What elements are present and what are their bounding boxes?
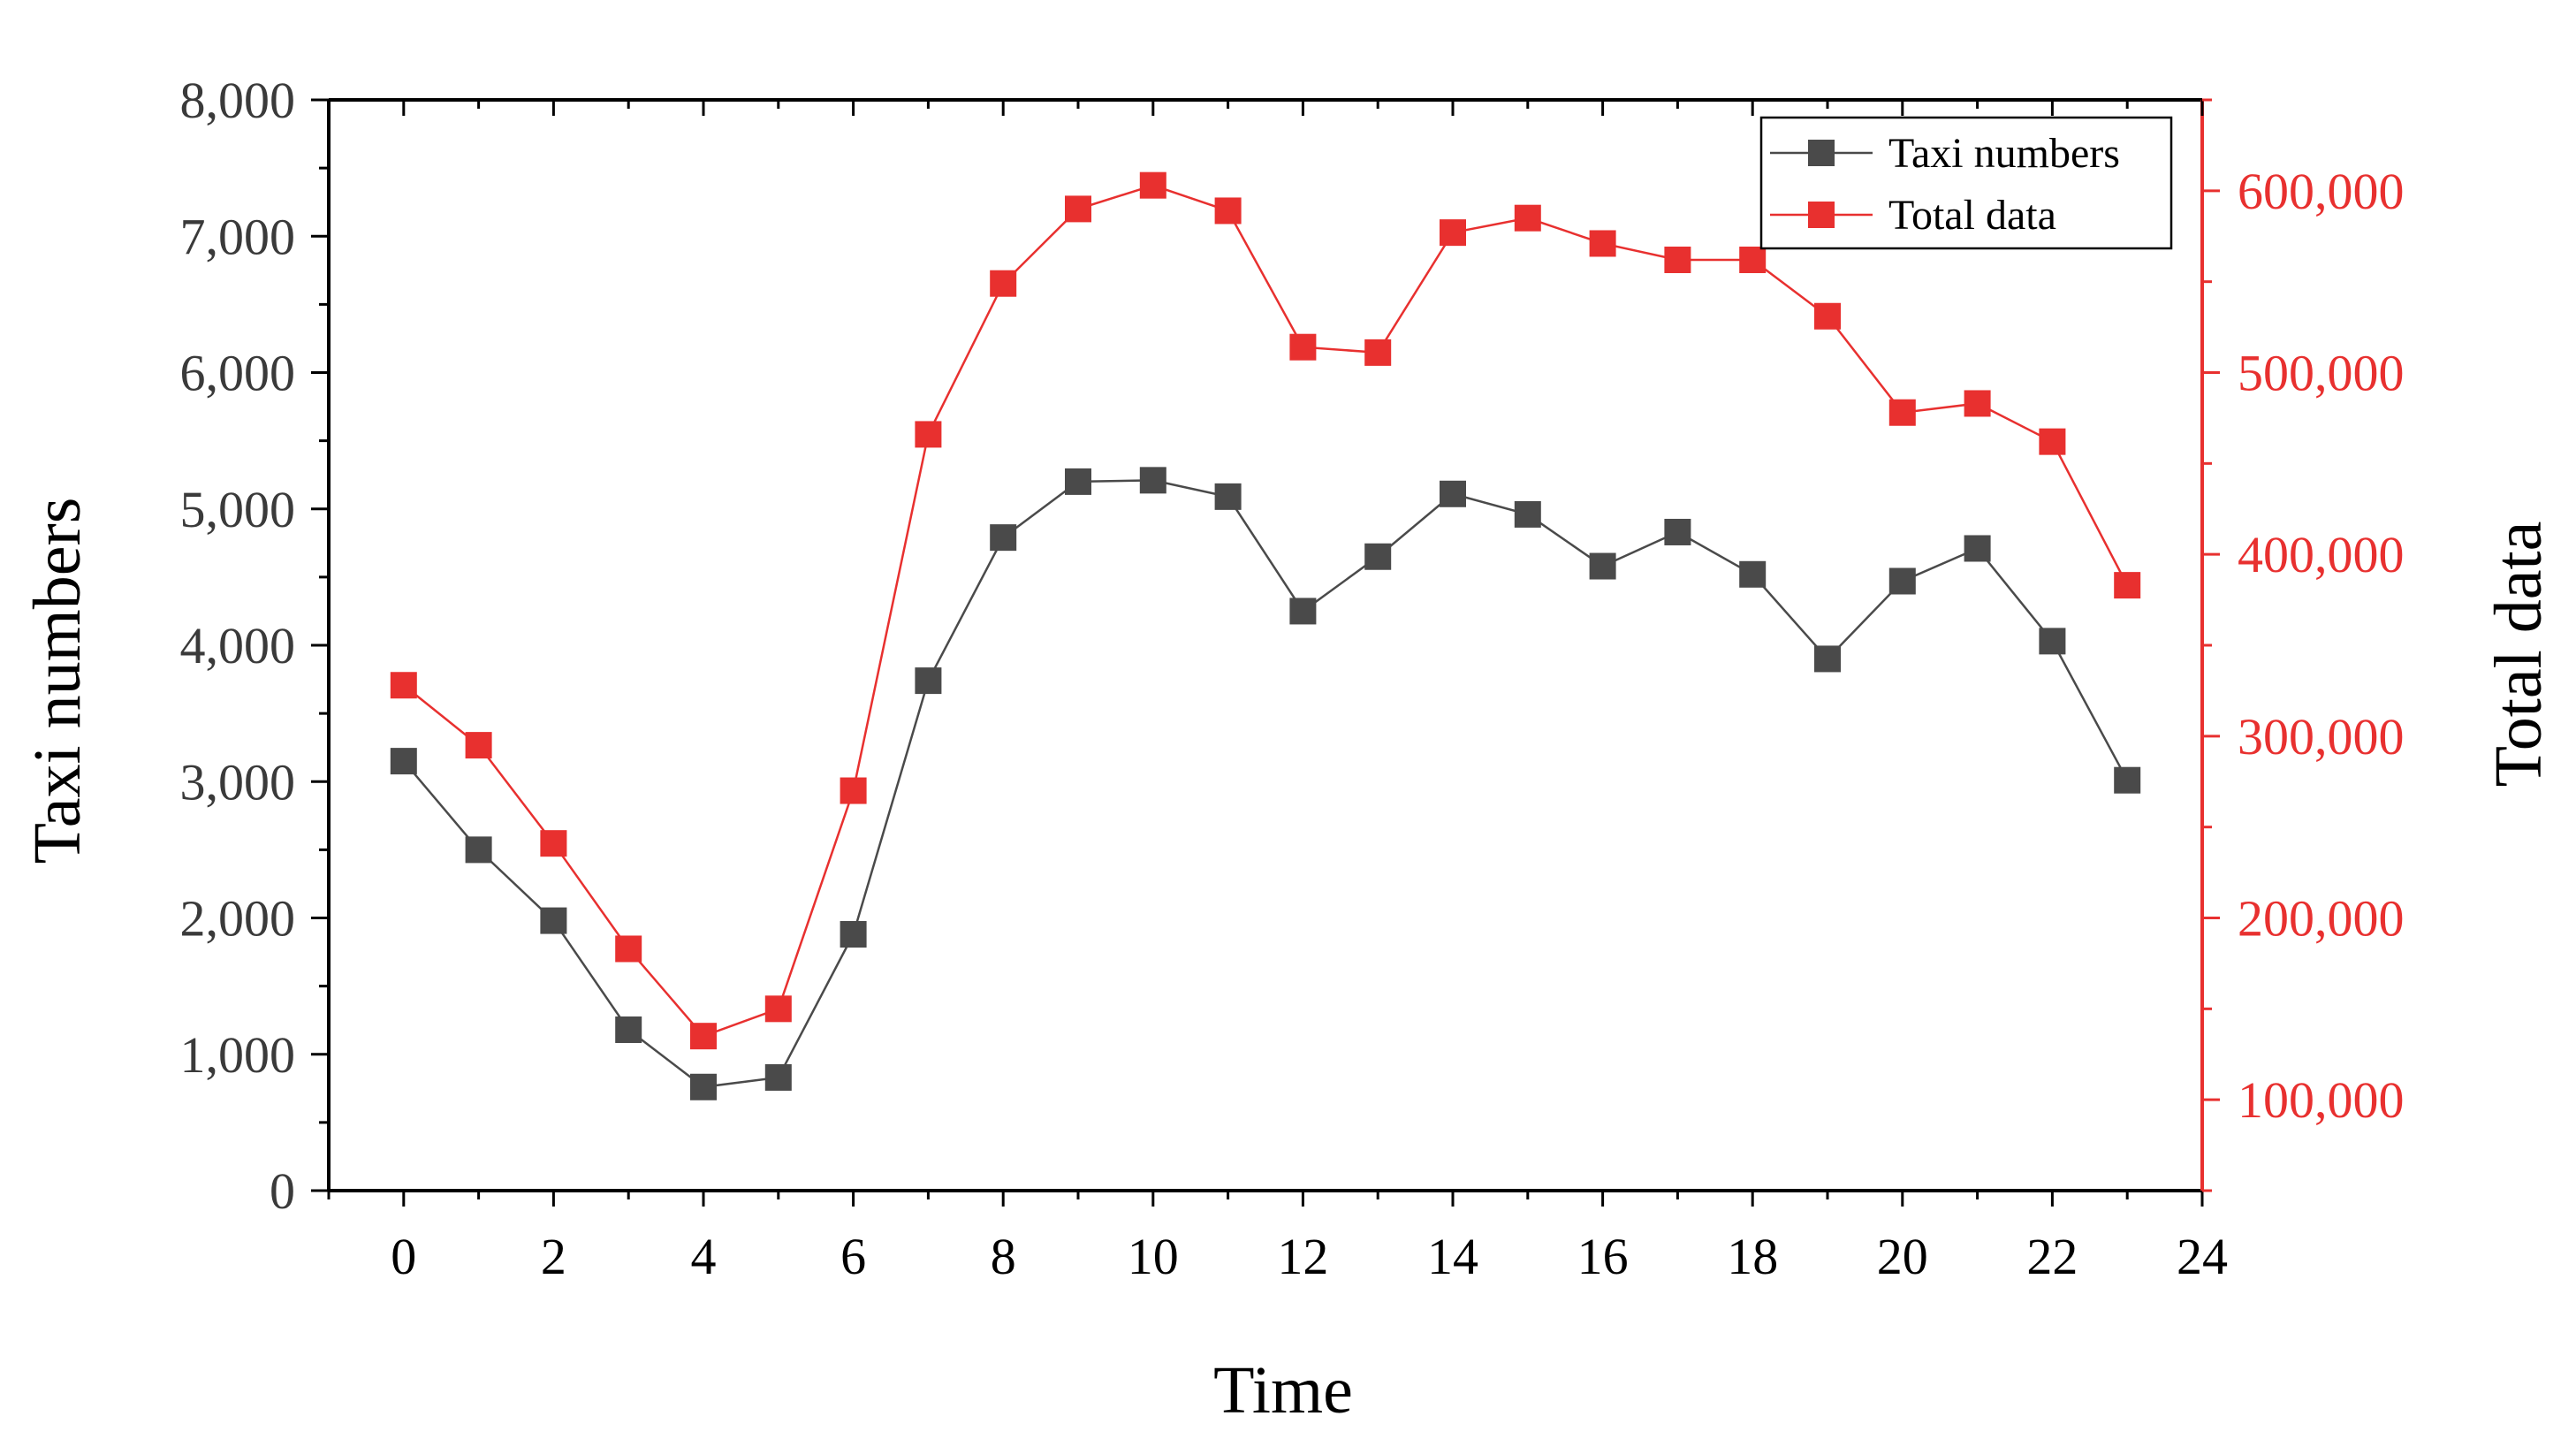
x-tick-label: 16 [1577, 1228, 1629, 1285]
data-point-total-data [1664, 246, 1691, 273]
data-point-taxi-numbers [915, 667, 942, 695]
y-tick-label-left: 4,000 [180, 617, 296, 674]
data-point-taxi-numbers [1964, 535, 1991, 562]
data-point-taxi-numbers [764, 1063, 792, 1091]
y-tick-label-right: 200,000 [2238, 890, 2405, 948]
data-point-taxi-numbers [1289, 598, 1317, 625]
y-tick-label-left: 5,000 [180, 481, 296, 538]
data-point-taxi-numbers [390, 748, 417, 775]
axes-layer: 0 2 4 6 8 10 12 14 16 18 20 22 2401,0002,0003,0004,0… [180, 72, 2405, 1285]
data-point-taxi-numbers [1214, 483, 1242, 510]
data-point-total-data [390, 672, 417, 699]
x-tick-label: 18 [1727, 1228, 1778, 1285]
y-tick-label-right: 400,000 [2238, 526, 2405, 583]
y-axis-title-left: Taxi numbers [20, 498, 95, 864]
data-point-taxi-numbers [1739, 560, 1767, 588]
y-tick-label-left: 3,000 [180, 753, 296, 811]
x-tick-label: 8 [991, 1228, 1016, 1285]
data-point-total-data [1814, 302, 1841, 330]
data-point-taxi-numbers [1364, 543, 1392, 570]
x-tick-label: 22 [2026, 1228, 2078, 1285]
data-point-total-data [1139, 171, 1166, 199]
data-point-taxi-numbers [2039, 628, 2066, 655]
data-point-taxi-numbers [1440, 480, 1466, 507]
data-point-total-data [915, 421, 942, 448]
data-point-total-data [1589, 230, 1616, 257]
data-point-total-data [1514, 204, 1541, 232]
x-tick-label: 6 [840, 1228, 866, 1285]
y-tick-label-left: 1,000 [180, 1026, 296, 1084]
data-point-taxi-numbers [990, 524, 1017, 552]
data-point-taxi-numbers [615, 1016, 642, 1043]
data-point-taxi-numbers [1814, 645, 1841, 673]
y-tick-label-right: 100,000 [2238, 1071, 2405, 1129]
x-tick-label: 14 [1427, 1228, 1478, 1285]
data-point-total-data [1440, 219, 1466, 247]
data-point-taxi-numbers [1065, 468, 1091, 495]
legend-marker-total-data [1808, 202, 1835, 228]
series-line-taxi-numbers [402, 479, 2129, 1089]
y-tick-label-left: 8,000 [180, 72, 296, 129]
data-point-total-data [540, 830, 567, 857]
data-point-total-data [1289, 333, 1317, 361]
data-point-total-data [615, 935, 642, 963]
data-point-taxi-numbers [1589, 552, 1616, 580]
data-point-taxi-numbers [2114, 766, 2141, 794]
data-point-taxi-numbers [1888, 567, 1916, 595]
data-point-taxi-numbers [540, 907, 567, 934]
y-tick-label-left: 6,000 [180, 345, 296, 402]
data-point-total-data [2114, 572, 2141, 599]
data-point-total-data [1964, 390, 1991, 417]
data-point-total-data [990, 270, 1017, 297]
x-tick-label: 24 [2177, 1228, 2228, 1285]
data-point-total-data [1214, 197, 1242, 225]
data-point-total-data [2039, 428, 2066, 455]
data-point-total-data [465, 732, 492, 759]
legend-label-total-data: Total data [1888, 192, 2056, 239]
x-axis-title: Time [1213, 1353, 1353, 1428]
y-tick-label-right: 300,000 [2238, 708, 2405, 765]
data-point-taxi-numbers [1664, 518, 1691, 545]
series-layer [390, 171, 2141, 1100]
data-point-taxi-numbers [1139, 467, 1166, 494]
legend-marker-taxi-numbers [1808, 140, 1835, 166]
x-tick-label: 2 [541, 1228, 566, 1285]
x-tick-label: 20 [1877, 1228, 1928, 1285]
y-tick-label-right: 600,000 [2238, 163, 2405, 220]
y-tick-label-right: 500,000 [2238, 345, 2405, 402]
data-point-total-data [1065, 195, 1091, 223]
data-point-taxi-numbers [840, 921, 867, 948]
data-point-total-data [690, 1023, 717, 1050]
data-point-total-data [1888, 399, 1916, 426]
data-point-total-data [1739, 246, 1767, 273]
y-tick-label-left: 0 [270, 1162, 295, 1220]
y-tick-label-left: 2,000 [180, 890, 296, 948]
x-tick-label: 4 [691, 1228, 717, 1285]
data-point-total-data [1364, 339, 1392, 366]
data-point-total-data [840, 777, 867, 804]
data-point-taxi-numbers [465, 836, 492, 864]
data-point-total-data [764, 995, 792, 1023]
y-tick-label-left: 7,000 [180, 208, 296, 265]
x-tick-label: 12 [1277, 1228, 1328, 1285]
legend: Taxi numbers Total data [1759, 116, 2173, 250]
y-axis-title-right: Total data [2481, 522, 2556, 788]
data-point-taxi-numbers [1514, 500, 1541, 528]
data-point-taxi-numbers [690, 1073, 717, 1100]
series-line-total-data [403, 184, 2129, 1038]
x-tick-label: 10 [1128, 1228, 1179, 1285]
legend-label-taxi-numbers: Taxi numbers [1888, 130, 2120, 177]
x-tick-label: 0 [391, 1228, 416, 1285]
